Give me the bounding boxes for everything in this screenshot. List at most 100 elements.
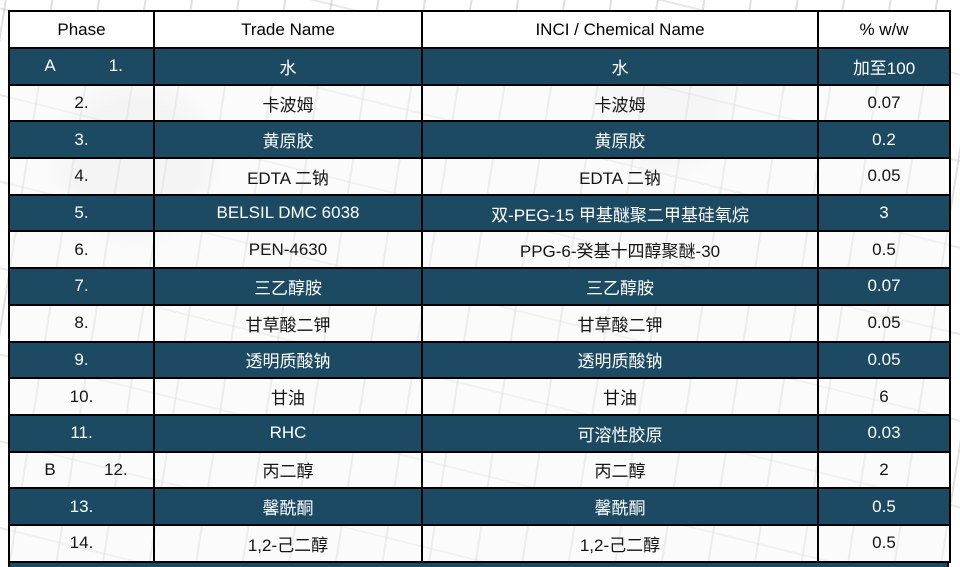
trade-name-cell: PEN-4630 — [153, 230, 423, 270]
phase-letter — [11, 307, 90, 340]
row-number: 3. — [74, 129, 89, 149]
trade-name-cell: 甘草酸二钾 — [153, 303, 423, 343]
phase-cell: 13. — [8, 487, 155, 526]
inci-name-cell: 水 — [421, 47, 819, 86]
phase-letter: B — [44, 459, 56, 479]
inci-name-cell: 三乙醇胺 — [421, 267, 819, 306]
percent-cell: 0.5 — [817, 523, 951, 563]
phase-cell: 7. — [8, 267, 155, 306]
phase-cell: A 1. — [8, 47, 155, 86]
trade-name-cell: 丙二醇 — [153, 450, 423, 490]
phase-cell: B 12. — [8, 450, 155, 490]
table-row: B 12. 丙二醇 丙二醇 2 — [8, 450, 951, 490]
row-number: 12. — [103, 459, 128, 479]
table-row: 4. EDTA 二钠 EDTA 二钠 0.05 — [8, 157, 951, 196]
percent-cell: 0.07 — [817, 83, 951, 123]
phase-letter — [11, 417, 90, 450]
table-row: 7. 三乙醇胺 三乙醇胺 0.07 — [8, 267, 951, 306]
trade-name-cell: BELSIL DMC 6038 — [153, 193, 423, 233]
inci-name-cell: PPG-6-癸基十四醇聚醚-30 — [421, 230, 819, 270]
row-number: 13. — [69, 496, 94, 516]
trade-name-cell: RHC — [153, 413, 423, 453]
percent-cell: 2 — [817, 450, 951, 490]
row-number: 4. — [74, 166, 89, 186]
row-number: 9. — [74, 349, 89, 369]
table-row: 5. BELSIL DMC 6038 双-PEG-15 甲基醚聚二甲基硅氧烷 3 — [8, 193, 951, 233]
phase-letter — [11, 233, 90, 266]
col-header-trade-name: Trade Name — [153, 10, 423, 49]
phase-cell: 6. — [8, 230, 155, 270]
table-row: 9. 透明质酸钠 透明质酸钠 0.05 — [8, 340, 951, 380]
row-number: 11. — [70, 423, 93, 443]
phase-cell: 14. — [8, 523, 155, 563]
table-row: 10. 甘油 甘油 6 — [8, 377, 951, 416]
percent-cell: 0.03 — [817, 413, 951, 453]
phase-letter — [11, 527, 90, 560]
phase-cell: 3. — [8, 120, 155, 160]
percent-cell: 0.07 — [817, 267, 951, 306]
row-number: 14. — [69, 533, 94, 553]
trade-name-cell: 三乙醇胺 — [153, 267, 423, 306]
inci-name-cell: 可溶性胶原 — [421, 413, 819, 453]
trade-name-cell: 黄原胶 — [153, 120, 423, 160]
phase-letter — [11, 343, 90, 376]
phase-letter — [11, 87, 90, 120]
phase-letter — [11, 270, 90, 303]
inci-name-cell: 卡波姆 — [421, 83, 819, 123]
phase-letter — [11, 490, 90, 523]
inci-name-cell: 馨酰酮 — [421, 487, 819, 526]
row-number: 5. — [74, 203, 89, 223]
row-number: 8. — [74, 313, 89, 333]
table-row: 2. 卡波姆 卡波姆 0.07 — [8, 83, 951, 123]
phase-cell: 4. — [8, 157, 155, 196]
phase-cell: 11. — [8, 413, 155, 453]
phase-cell: 5. — [8, 193, 155, 233]
percent-cell: 0.5 — [817, 230, 951, 270]
row-number: 2. — [74, 93, 89, 113]
phase-cell: 10. — [8, 377, 155, 416]
percent-cell: 0.05 — [817, 340, 951, 380]
inci-name-cell: 1,2-己二醇 — [421, 523, 819, 563]
phase-cell: 9. — [8, 340, 155, 380]
phase-letter — [11, 197, 90, 230]
table-row: 6. PEN-4630 PPG-6-癸基十四醇聚醚-30 0.5 — [8, 230, 951, 270]
col-header-percent-ww: % w/w — [817, 10, 951, 49]
formulation-table: Phase Trade Name INCI / Chemical Name % … — [8, 10, 951, 563]
inci-name-cell: 黄原胶 — [421, 120, 819, 160]
phase-letter — [11, 123, 90, 156]
percent-cell: 6 — [817, 377, 951, 416]
row-number: 7. — [74, 276, 89, 296]
trade-name-cell: EDTA 二钠 — [153, 157, 423, 196]
trade-name-cell: 馨酰酮 — [153, 487, 423, 526]
trade-name-cell: 卡波姆 — [153, 83, 423, 123]
trade-name-cell: 透明质酸钠 — [153, 340, 423, 380]
percent-cell: 加至100 — [817, 47, 951, 86]
phase-letter — [11, 160, 90, 193]
inci-name-cell: 甘草酸二钾 — [421, 303, 819, 343]
header-row: Phase Trade Name INCI / Chemical Name % … — [8, 10, 951, 49]
trade-name-cell: 1,2-己二醇 — [153, 523, 423, 563]
percent-cell: 0.05 — [817, 303, 951, 343]
table-row: 11. RHC 可溶性胶原 0.03 — [8, 413, 951, 453]
table-row: A 1. 水 水 加至100 — [8, 47, 951, 86]
phase-letter — [11, 380, 90, 413]
phase-cell: 2. — [8, 83, 155, 123]
inci-name-cell: 甘油 — [421, 377, 819, 416]
inci-name-cell: 丙二醇 — [421, 450, 819, 490]
inci-name-cell: 透明质酸钠 — [421, 340, 819, 380]
row-number: 1. — [108, 56, 123, 76]
inci-name-cell: 双-PEG-15 甲基醚聚二甲基硅氧烷 — [421, 193, 819, 233]
phase-cell: 8. — [8, 303, 155, 343]
trade-name-cell: 甘油 — [153, 377, 423, 416]
percent-cell: 3 — [817, 193, 951, 233]
inci-name-cell: EDTA 二钠 — [421, 157, 819, 196]
col-header-inci-chemical-name: INCI / Chemical Name — [421, 10, 819, 49]
formulation-table-wrap: Phase Trade Name INCI / Chemical Name % … — [8, 10, 951, 567]
table-row: 3. 黄原胶 黄原胶 0.2 — [8, 120, 951, 160]
row-number: 6. — [74, 239, 89, 259]
phase-letter: A — [44, 56, 56, 76]
percent-cell: 0.05 — [817, 157, 951, 196]
table-row: 13. 馨酰酮 馨酰酮 0.5 — [8, 487, 951, 526]
percent-cell: 0.2 — [817, 120, 951, 160]
trade-name-cell: 水 — [153, 47, 423, 86]
